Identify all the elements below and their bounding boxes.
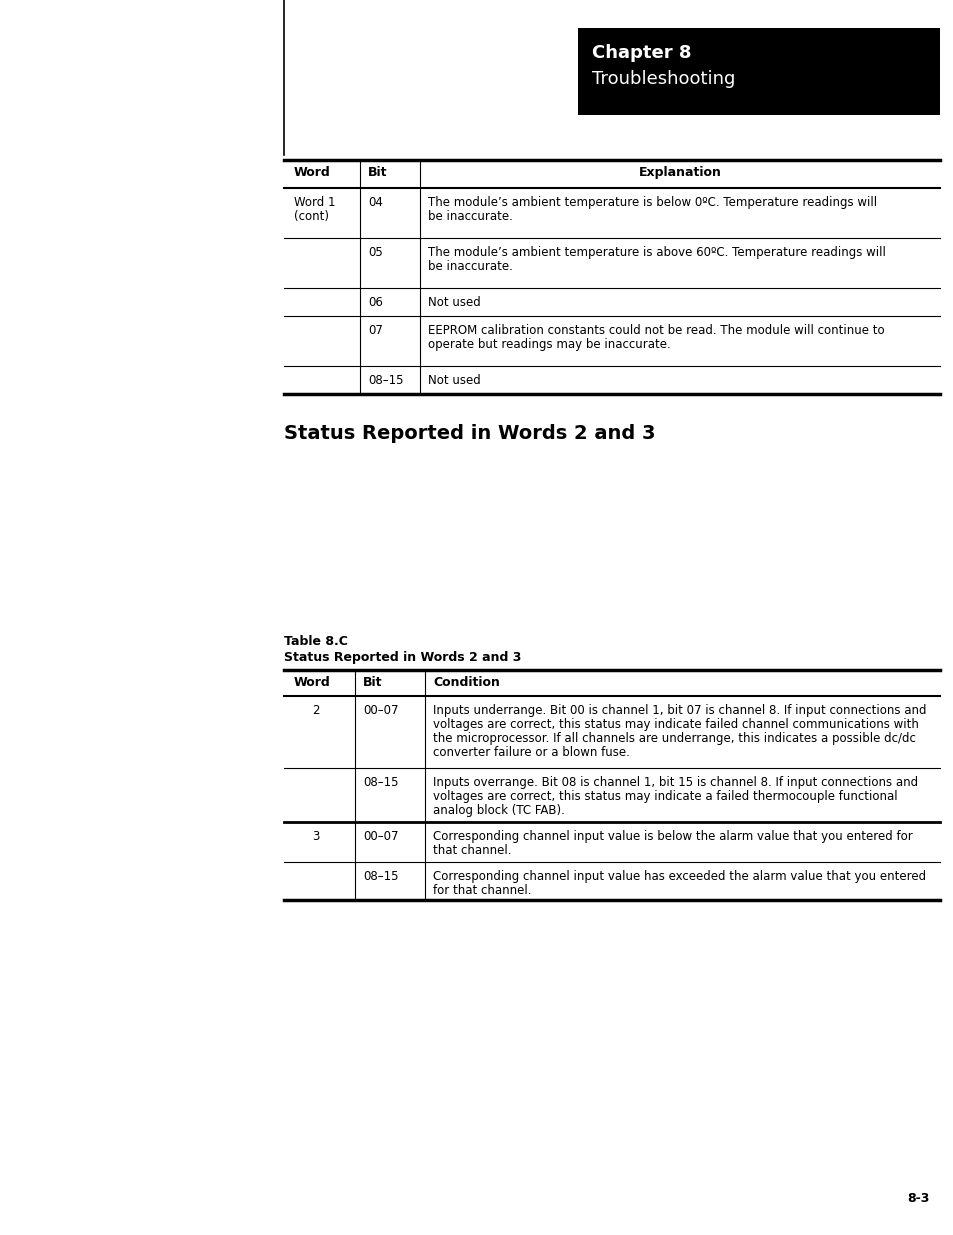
Text: Corresponding channel input value is below the alarm value that you entered for: Corresponding channel input value is bel… [433, 830, 912, 844]
Text: Corresponding channel input value has exceeded the alarm value that you entered: Corresponding channel input value has ex… [433, 869, 925, 883]
Text: 07: 07 [368, 324, 382, 337]
Text: voltages are correct, this status may indicate a failed thermocouple functional: voltages are correct, this status may in… [433, 790, 897, 803]
Text: 2: 2 [312, 704, 319, 718]
Text: that channel.: that channel. [433, 844, 511, 857]
Text: Not used: Not used [428, 374, 480, 387]
Text: Bit: Bit [363, 676, 382, 689]
Text: 08–15: 08–15 [363, 869, 398, 883]
Text: analog block (TC FAB).: analog block (TC FAB). [433, 804, 564, 818]
Text: 05: 05 [368, 246, 382, 259]
Text: operate but readings may be inaccurate.: operate but readings may be inaccurate. [428, 338, 670, 351]
Text: 08–15: 08–15 [363, 776, 398, 789]
Text: be inaccurate.: be inaccurate. [428, 210, 513, 224]
FancyBboxPatch shape [578, 28, 939, 115]
Text: the microprocessor. If all channels are underrange, this indicates a possible dc: the microprocessor. If all channels are … [433, 732, 915, 745]
Text: Inputs underrange. Bit 00 is channel 1, bit 07 is channel 8. If input connection: Inputs underrange. Bit 00 is channel 1, … [433, 704, 925, 718]
Text: Not used: Not used [428, 296, 480, 309]
Text: (cont): (cont) [294, 210, 329, 224]
Text: be inaccurate.: be inaccurate. [428, 261, 513, 273]
Text: 06: 06 [368, 296, 382, 309]
Text: EEPROM calibration constants could not be read. The module will continue to: EEPROM calibration constants could not b… [428, 324, 883, 337]
Text: 8-3: 8-3 [906, 1192, 929, 1205]
Text: Word: Word [294, 165, 331, 179]
Text: 00–07: 00–07 [363, 704, 398, 718]
Text: Troubleshooting: Troubleshooting [592, 70, 735, 88]
Text: Explanation: Explanation [638, 165, 720, 179]
Text: The module’s ambient temperature is above 60ºC. Temperature readings will: The module’s ambient temperature is abov… [428, 246, 885, 259]
Text: 04: 04 [368, 196, 382, 209]
Text: Status Reported in Words 2 and 3: Status Reported in Words 2 and 3 [284, 651, 521, 664]
Text: for that channel.: for that channel. [433, 884, 531, 897]
Text: voltages are correct, this status may indicate failed channel communications wit: voltages are correct, this status may in… [433, 718, 918, 731]
Text: Word 1: Word 1 [294, 196, 335, 209]
Text: 08–15: 08–15 [368, 374, 403, 387]
Text: Status Reported in Words 2 and 3: Status Reported in Words 2 and 3 [284, 424, 655, 443]
Text: Word: Word [294, 676, 331, 689]
Text: 3: 3 [312, 830, 319, 844]
Text: The module’s ambient temperature is below 0ºC. Temperature readings will: The module’s ambient temperature is belo… [428, 196, 876, 209]
Text: Inputs overrange. Bit 08 is channel 1, bit 15 is channel 8. If input connections: Inputs overrange. Bit 08 is channel 1, b… [433, 776, 917, 789]
Text: Bit: Bit [368, 165, 387, 179]
Text: Chapter 8: Chapter 8 [592, 44, 691, 62]
Text: 00–07: 00–07 [363, 830, 398, 844]
Text: Table 8.C: Table 8.C [284, 635, 348, 648]
Text: Condition: Condition [433, 676, 499, 689]
Text: converter failure or a blown fuse.: converter failure or a blown fuse. [433, 746, 629, 760]
